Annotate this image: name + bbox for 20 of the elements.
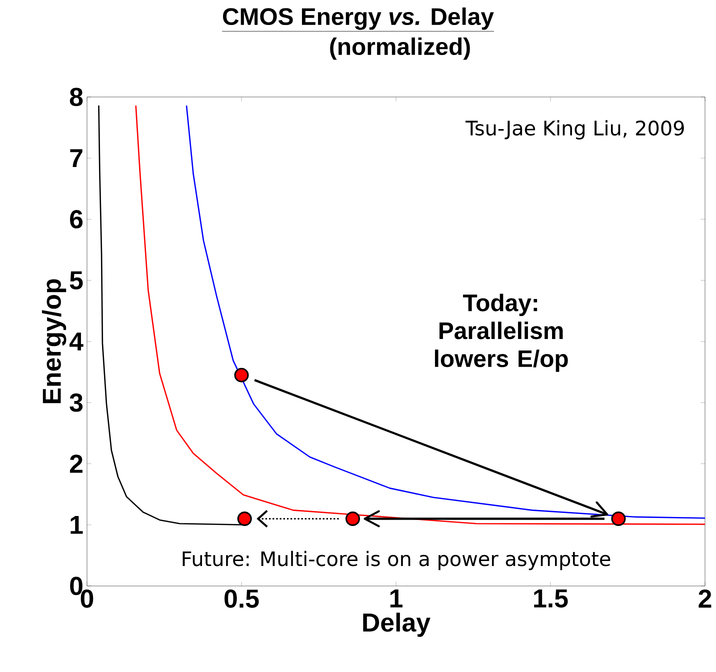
- x-tick-label: 1.5: [534, 590, 568, 608]
- chart-title: CMOS Energy vs. Delay: [223, 8, 494, 30]
- y-tick-label: 4: [69, 332, 84, 350]
- y-tick-label: 1: [70, 516, 83, 534]
- annotation: Tsu-Jae King Liu, 2009: [465, 120, 684, 140]
- x-axis-title: Delay: [363, 612, 430, 637]
- y-tick-label: 3: [70, 393, 83, 412]
- y-tick-label: 8: [70, 88, 83, 106]
- y-tick-label: 7: [70, 149, 82, 168]
- y-tick-label: 0: [70, 576, 82, 596]
- annotation: Today: Parallelism lowers E/op: [434, 294, 568, 372]
- y-tick-label: 2: [70, 454, 82, 473]
- x-tick-label: 1: [390, 590, 402, 608]
- x-tick-label: 0.5: [224, 590, 259, 608]
- annotation: Future: Multi-core is on a power asymptote: [182, 550, 610, 570]
- y-axis-title: Energy/op: [42, 279, 66, 404]
- y-tick-label: 5: [70, 271, 83, 290]
- chart-subtitle: (normalized): [330, 38, 470, 60]
- y-tick-label: 6: [70, 210, 83, 228]
- x-tick-label: 2: [698, 590, 712, 608]
